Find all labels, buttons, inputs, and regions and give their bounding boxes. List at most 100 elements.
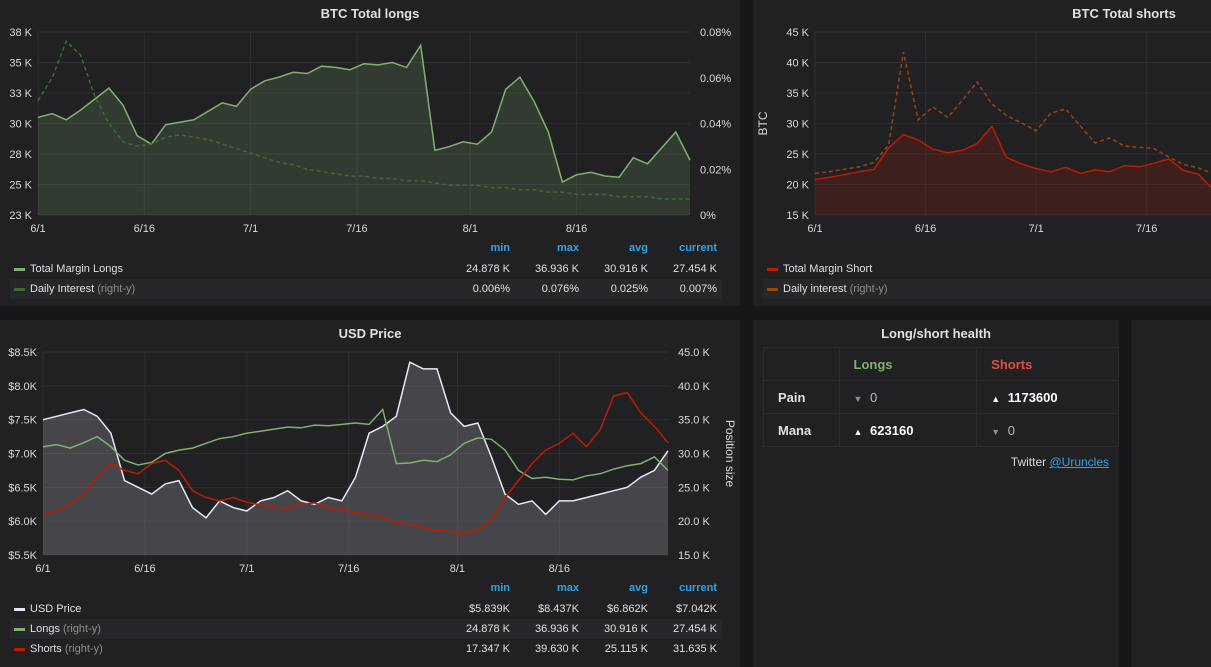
legend-current-value: 27.454 K (672, 263, 717, 275)
legend-row-total-margin-short[interactable]: Total Margin Short (763, 259, 1211, 279)
longs-panel: BTC Total longs 23 K 25 K 28 K 30 K 33 K 35 K… (0, 0, 740, 306)
x-tick-label: 7/1 (1028, 223, 1043, 235)
caret-up-icon: ▲ (991, 393, 1001, 404)
health-value: 1173600 (1007, 389, 1058, 405)
legend-header-avg[interactable]: avg (629, 242, 648, 254)
longs-panel-title[interactable]: BTC Total longs (320, 6, 420, 21)
legend-header-avg[interactable]: avg (629, 582, 648, 594)
health-row-pain: Pain ▼ 0 ▲ 1173600 (763, 380, 1119, 414)
y2-tick-label: 15.0 K (678, 550, 710, 562)
x-tick-label: 7/16 (346, 223, 367, 235)
y-axis-title: Position size (723, 420, 737, 488)
health-cell-longs: ▲ 623160 (838, 413, 978, 447)
shorts-chart[interactable]: 15 K 20 K 25 K 30 K 35 K 40 K 45 K 6/1 6/16 7/1 7/… (753, 0, 1211, 240)
legend-current-value: 31.635 K (672, 643, 717, 655)
legend-swatch (767, 268, 778, 271)
legend-series-name: Shorts (right-y) (30, 643, 103, 655)
twitter-link[interactable]: @Uruncles (1049, 455, 1109, 469)
legend-min-value: 24.878 K (465, 623, 510, 635)
legend-series-name: Daily interest (right-y) (783, 283, 888, 295)
y-tick-label: 25 K (786, 149, 809, 161)
health-value: 0 (1007, 422, 1015, 438)
series-area (815, 126, 1211, 215)
x-tick-label: 6/16 (915, 223, 936, 235)
series-line (42, 407, 669, 481)
legend-header-min[interactable]: min (490, 242, 510, 254)
series-line (42, 361, 669, 519)
y2-tick-label: 0.02% (700, 164, 731, 176)
health-panel-title[interactable]: Long/short health (881, 326, 991, 341)
y2-tick-label: 25.0 K (678, 482, 710, 494)
shorts-panel-title[interactable]: BTC Total shorts (1072, 6, 1176, 21)
price-chart[interactable]: $5.5K $6.0K $6.5K $7.0K $7.5K $8.0K $8.5K 15.0 … (0, 320, 740, 582)
health-table: Longs Shorts Pain ▼ 0 ▲ 1173600 Mana ▲ 6… (763, 347, 1119, 447)
legend-header-max[interactable]: max (556, 582, 579, 594)
series-area (38, 45, 690, 216)
x-tick-label: 8/16 (549, 563, 570, 575)
health-header-row: Longs Shorts (763, 347, 1119, 381)
legend-header-max[interactable]: max (556, 242, 579, 254)
x-tick-label: 6/1 (807, 223, 822, 235)
legend-current-value: $7.042K (676, 603, 717, 615)
y2-tick-label: 20.0 K (678, 516, 710, 528)
shorts-legend: Total Margin Short Daily interest (right… (753, 258, 1211, 306)
y-tick-label: 30 K (9, 119, 32, 131)
y-tick-label: 35 K (786, 88, 809, 100)
legend-max-value: 0.076% (541, 283, 579, 295)
legend-row-usd-price[interactable]: USD Price $5.839K $8.437K $6.862K $7.042… (10, 599, 722, 619)
x-tick-label: 6/16 (134, 223, 155, 235)
x-tick-label: 6/1 (35, 563, 50, 575)
legend-series-name: Daily Interest (right-y) (30, 283, 136, 295)
legend-header-current[interactable]: current (679, 582, 717, 594)
caret-up-icon: ▲ (853, 426, 863, 437)
legend-swatch (14, 628, 25, 631)
legend-max-value: $8.437K (538, 603, 579, 615)
legend-avg-value: 25.115 K (604, 643, 648, 655)
y-tick-label: 30 K (786, 119, 809, 131)
y-tick-label: 15 K (786, 210, 809, 222)
legend-max-value: 36.936 K (534, 623, 579, 635)
offscreen-panel (1131, 320, 1211, 667)
health-value: 623160 (870, 422, 914, 438)
price-panel-title[interactable]: USD Price (338, 326, 402, 341)
twitter-credit: Twitter @Uruncles (1011, 455, 1109, 469)
health-cell-shorts: ▲ 1173600 (976, 380, 1119, 414)
caret-down-icon: ▼ (853, 393, 863, 404)
legend-min-value: $5.839K (469, 603, 510, 615)
legend-swatch (14, 648, 25, 651)
series-line (814, 125, 1211, 189)
health-col-shorts[interactable]: Shorts (976, 347, 1119, 381)
legend-row-daily-interest[interactable]: Daily interest (right-y) (763, 279, 1211, 299)
legend-avg-value: $6.862K (607, 603, 648, 615)
legend-header-current[interactable]: current (679, 242, 717, 254)
legend-swatch (14, 288, 25, 291)
health-corner-cell (763, 347, 840, 381)
y2-tick-label: 0.08% (700, 27, 731, 39)
x-tick-label: 8/16 (566, 223, 587, 235)
legend-header-min[interactable]: min (490, 582, 510, 594)
y-axis-title: BTC (756, 111, 770, 135)
series-area (43, 362, 668, 555)
caret-down-icon: ▼ (991, 426, 1001, 437)
y-tick-label: $8.0K (8, 381, 37, 393)
health-row-label: Pain (763, 380, 840, 414)
legend-row-total-margin-longs[interactable]: Total Margin Longs 24.878 K 36.936 K 30.… (10, 259, 722, 279)
legend-row-daily-interest[interactable]: Daily Interest (right-y) 0.006% 0.076% 0… (10, 279, 722, 299)
health-col-longs[interactable]: Longs (838, 347, 978, 381)
legend-max-value: 36.936 K (534, 263, 579, 275)
legend-row-longs[interactable]: Longs (right-y) 24.878 K 36.936 K 30.916… (10, 619, 722, 639)
y2-tick-label: 40.0 K (678, 381, 710, 393)
longs-legend: min max avg current Total Margin Longs 2… (0, 242, 740, 306)
x-tick-label: 8/1 (463, 223, 478, 235)
x-tick-label: 6/1 (30, 223, 45, 235)
legend-current-value: 27.454 K (672, 623, 717, 635)
legend-avg-value: 0.025% (610, 283, 648, 295)
legend-row-shorts[interactable]: Shorts (right-y) 17.347 K 39.630 K 25.11… (10, 639, 722, 659)
y-tick-label: 38 K (9, 27, 32, 39)
x-tick-label: 6/16 (134, 563, 155, 575)
legend-current-value: 0.007% (679, 283, 717, 295)
twitter-label: Twitter (1010, 455, 1047, 469)
x-tick-label: 8/1 (450, 563, 465, 575)
longs-chart[interactable]: 23 K 25 K 28 K 30 K 33 K 35 K 38 K 0% 0.02% 0.04%… (0, 0, 740, 240)
y2-tick-label: 30.0 K (678, 449, 710, 461)
